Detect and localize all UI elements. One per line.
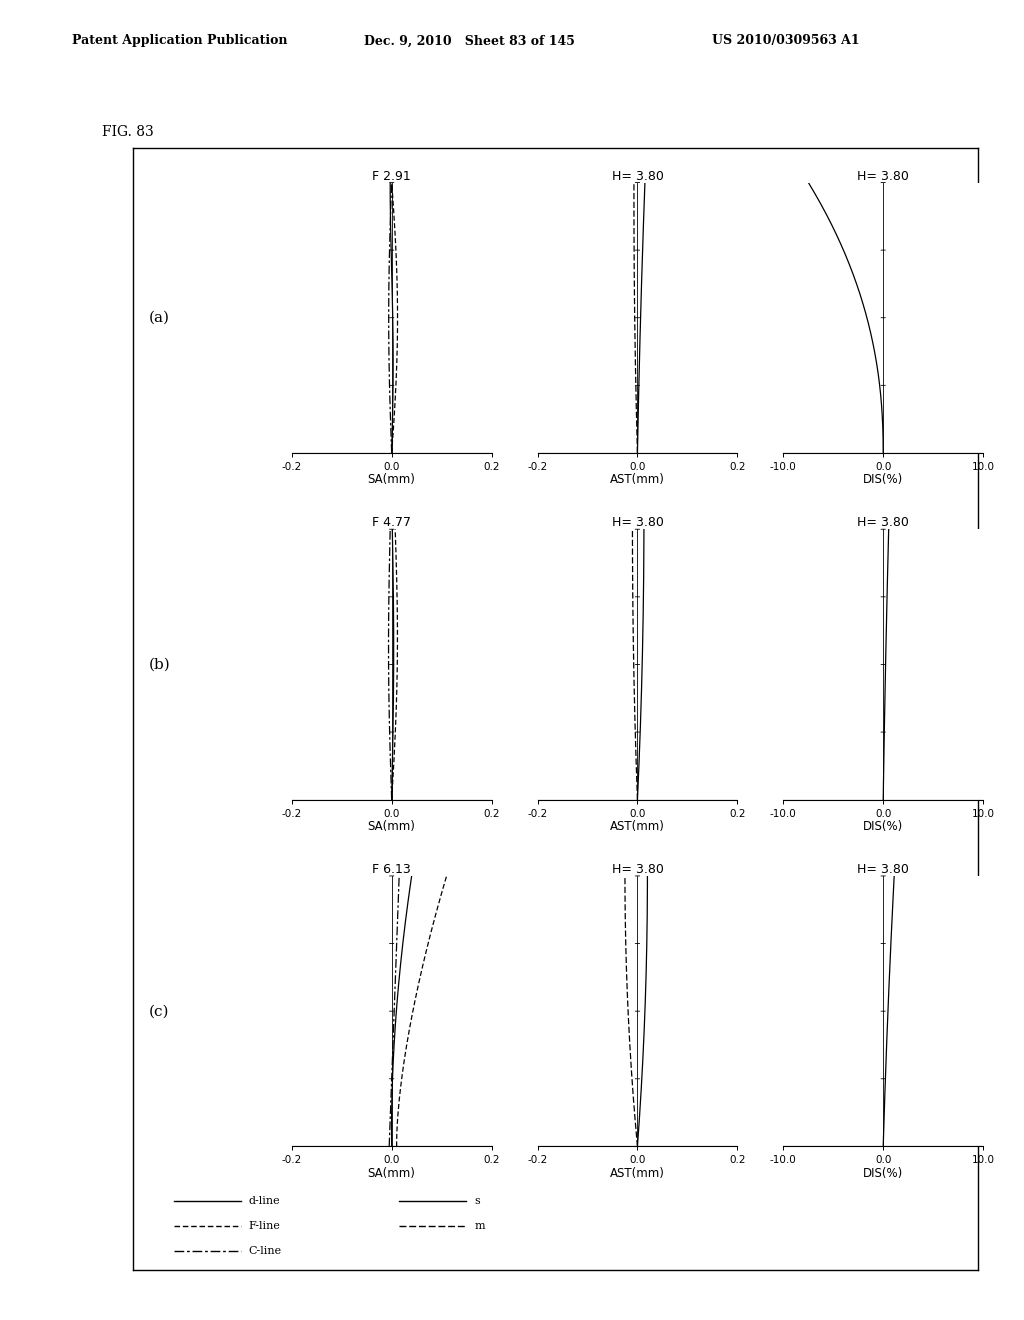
Title: H= 3.80: H= 3.80	[857, 863, 909, 876]
X-axis label: DIS(%): DIS(%)	[863, 1167, 903, 1180]
Text: US 2010/0309563 A1: US 2010/0309563 A1	[712, 34, 859, 48]
X-axis label: SA(mm): SA(mm)	[368, 820, 416, 833]
Title: F 2.91: F 2.91	[373, 169, 411, 182]
X-axis label: SA(mm): SA(mm)	[368, 1167, 416, 1180]
X-axis label: DIS(%): DIS(%)	[863, 474, 903, 486]
Text: F-line: F-line	[249, 1221, 281, 1232]
Title: H= 3.80: H= 3.80	[857, 516, 909, 529]
Title: H= 3.80: H= 3.80	[611, 516, 664, 529]
Title: F 4.77: F 4.77	[372, 516, 412, 529]
Title: H= 3.80: H= 3.80	[857, 169, 909, 182]
Text: C-line: C-line	[249, 1246, 282, 1257]
Text: d-line: d-line	[249, 1196, 281, 1206]
Text: (b): (b)	[148, 657, 170, 672]
Title: H= 3.80: H= 3.80	[611, 863, 664, 876]
X-axis label: AST(mm): AST(mm)	[610, 820, 665, 833]
Text: (a): (a)	[148, 310, 170, 325]
Text: m: m	[474, 1221, 484, 1232]
X-axis label: DIS(%): DIS(%)	[863, 820, 903, 833]
Text: s: s	[474, 1196, 480, 1206]
Text: Dec. 9, 2010   Sheet 83 of 145: Dec. 9, 2010 Sheet 83 of 145	[364, 34, 574, 48]
Text: Patent Application Publication: Patent Application Publication	[72, 34, 287, 48]
Title: H= 3.80: H= 3.80	[611, 169, 664, 182]
Text: FIG. 83: FIG. 83	[102, 125, 155, 140]
X-axis label: AST(mm): AST(mm)	[610, 1167, 665, 1180]
X-axis label: AST(mm): AST(mm)	[610, 474, 665, 486]
Title: F 6.13: F 6.13	[373, 863, 411, 876]
Text: (c): (c)	[148, 1005, 169, 1018]
X-axis label: SA(mm): SA(mm)	[368, 474, 416, 486]
